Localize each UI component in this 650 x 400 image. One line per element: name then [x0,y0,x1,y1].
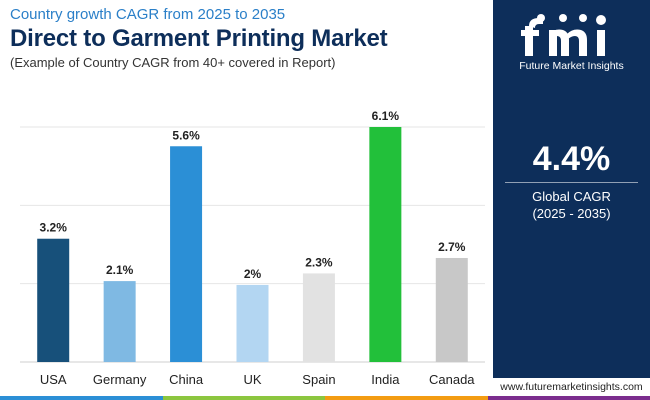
bar-germany [103,281,136,362]
value-label-india: 6.1% [372,109,400,123]
bar-uk [236,284,269,362]
value-labels: 3.2% 2.1% 5.6% 2% 2.3% 6.1% 2.7% [40,109,466,281]
bar-chart: 3.2% 2.1% 5.6% 2% 2.3% 6.1% 2.7% USA Germany Chi… [20,109,485,387]
bar-spain [302,273,335,362]
stripe-segment [0,396,163,400]
global-cagr-label: Global CAGR [532,189,611,204]
chart-subtitle: (Example of Country CAGR from 40+ covere… [10,55,336,70]
chart-header: Country growth CAGR from 2025 to 2035 Di… [10,6,490,72]
category-label-germany: Germany [93,372,147,387]
stripe-segment [325,396,488,400]
bar-china [170,146,203,362]
value-label-uk: 2% [244,267,262,281]
global-cagr-value: 4.4% [532,140,611,178]
category-label-usa: USA [40,372,67,387]
global-divider [505,182,638,183]
bar-usa [37,238,70,362]
chart-title: Direct to Garment Printing Market [10,25,388,52]
global-cagr-period: (2025 - 2035) [532,206,611,221]
bars [37,127,468,362]
category-label-india: India [371,372,400,387]
category-label-china: China [169,372,204,387]
website-link[interactable]: www.futuremarketinsights.com [500,381,643,393]
value-label-canada: 2.7% [438,240,466,254]
fmi-logo: Future Market Insights [493,8,650,78]
category-labels: USA Germany China UK Spain India Canada [40,372,475,387]
side-panel: Future Market Insights 4.4% Global CAGR … [493,0,650,378]
category-label-canada: Canada [429,372,475,387]
value-label-spain: 2.3% [305,255,333,269]
bar-canada [435,257,468,362]
value-label-china: 5.6% [172,128,200,142]
category-label-uk: UK [243,372,261,387]
chart-kicker: Country growth CAGR from 2025 to 2035 [10,6,286,23]
value-label-germany: 2.1% [106,263,134,277]
stripe-segment [487,396,650,400]
logo-text: Future Market Insights [519,60,624,72]
stripe-segment [162,396,325,400]
value-label-usa: 3.2% [40,221,68,235]
fmi-logo-icon [521,14,606,56]
category-label-spain: Spain [302,372,335,387]
bar-india [369,127,402,362]
